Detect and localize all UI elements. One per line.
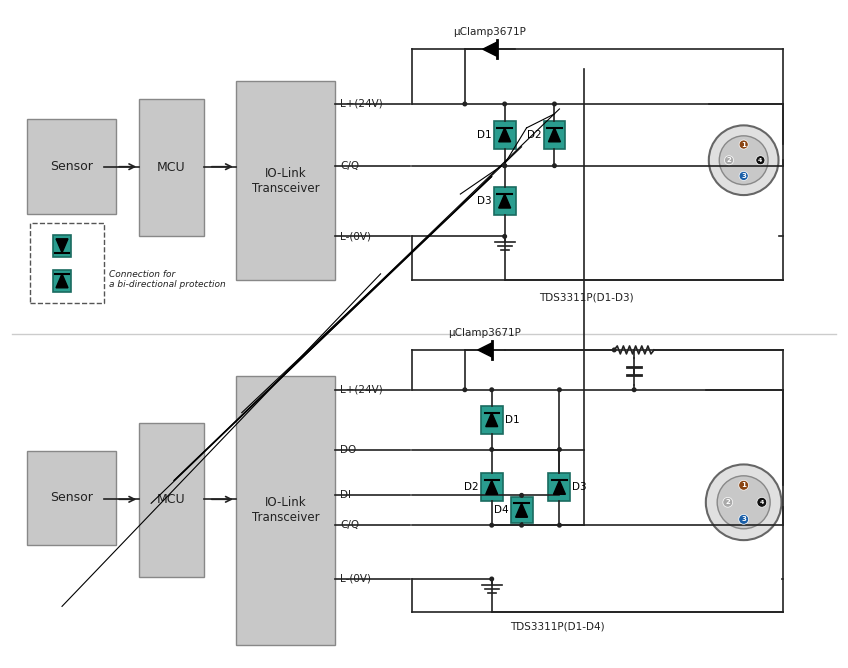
Circle shape [490, 577, 494, 580]
FancyBboxPatch shape [236, 81, 335, 280]
Circle shape [520, 524, 523, 527]
FancyBboxPatch shape [494, 187, 516, 215]
FancyBboxPatch shape [481, 474, 503, 501]
Text: 1: 1 [741, 482, 746, 488]
Circle shape [558, 388, 561, 391]
FancyBboxPatch shape [139, 99, 204, 236]
Text: L-(0V): L-(0V) [340, 231, 371, 241]
Circle shape [490, 448, 494, 452]
Circle shape [724, 156, 734, 165]
FancyBboxPatch shape [544, 121, 566, 149]
Circle shape [719, 136, 768, 184]
Text: D1: D1 [505, 415, 519, 425]
Polygon shape [499, 194, 510, 208]
Circle shape [633, 388, 636, 391]
Text: D3: D3 [572, 482, 587, 492]
Text: D2: D2 [464, 482, 479, 492]
Text: μClamp3671P: μClamp3671P [449, 328, 522, 338]
Circle shape [463, 102, 466, 106]
FancyBboxPatch shape [549, 474, 571, 501]
Text: D3: D3 [477, 196, 492, 206]
Circle shape [553, 164, 556, 168]
Text: D1: D1 [477, 130, 492, 140]
Text: C/Q: C/Q [340, 161, 360, 171]
Circle shape [558, 448, 561, 452]
FancyBboxPatch shape [26, 450, 116, 545]
Text: 4: 4 [758, 158, 762, 163]
Circle shape [503, 164, 506, 168]
FancyBboxPatch shape [510, 497, 533, 523]
FancyBboxPatch shape [26, 119, 116, 214]
Text: L-(0V): L-(0V) [340, 574, 371, 584]
Circle shape [739, 514, 749, 524]
Circle shape [503, 102, 506, 106]
Circle shape [503, 164, 506, 168]
Text: μClamp3671P: μClamp3671P [454, 27, 526, 37]
Text: DO: DO [340, 444, 357, 454]
Circle shape [739, 172, 748, 180]
Polygon shape [486, 413, 498, 427]
Text: D2: D2 [527, 130, 542, 140]
FancyBboxPatch shape [53, 270, 71, 292]
Polygon shape [554, 480, 566, 494]
Polygon shape [483, 42, 497, 56]
FancyBboxPatch shape [53, 235, 71, 257]
FancyBboxPatch shape [494, 121, 516, 149]
Text: Sensor: Sensor [50, 160, 93, 173]
Text: Connection for
a bi-directional protection: Connection for a bi-directional protecti… [109, 269, 226, 289]
Polygon shape [56, 238, 68, 253]
Text: MCU: MCU [157, 493, 186, 506]
Circle shape [756, 156, 765, 165]
Text: 3: 3 [741, 173, 746, 179]
Text: 4: 4 [760, 500, 764, 505]
Text: L+(24V): L+(24V) [340, 385, 383, 395]
Circle shape [739, 480, 749, 490]
Circle shape [553, 102, 556, 106]
Text: 2: 2 [727, 157, 732, 163]
Text: TDS3311P(D1-D4): TDS3311P(D1-D4) [510, 622, 605, 632]
Text: D4: D4 [494, 505, 509, 515]
Polygon shape [486, 480, 498, 494]
Circle shape [709, 126, 778, 195]
Circle shape [739, 140, 748, 149]
Polygon shape [56, 274, 68, 288]
Polygon shape [549, 128, 561, 142]
Circle shape [757, 498, 767, 507]
Text: Sensor: Sensor [50, 492, 93, 504]
Text: L+(24V): L+(24V) [340, 99, 383, 109]
Circle shape [558, 524, 561, 527]
Circle shape [520, 494, 523, 497]
Circle shape [490, 388, 494, 391]
Text: TDS3311P(D1-D3): TDS3311P(D1-D3) [539, 292, 634, 302]
Text: 1: 1 [741, 142, 746, 148]
FancyBboxPatch shape [481, 405, 503, 434]
Polygon shape [477, 343, 492, 357]
Text: DI: DI [340, 490, 351, 500]
Circle shape [706, 464, 782, 540]
Circle shape [463, 388, 466, 391]
Circle shape [722, 498, 733, 507]
Text: IO-Link
Transceiver: IO-Link Transceiver [252, 496, 320, 524]
Text: C/Q: C/Q [340, 520, 360, 530]
FancyBboxPatch shape [139, 423, 204, 577]
FancyBboxPatch shape [236, 376, 335, 645]
Polygon shape [516, 503, 527, 517]
Text: MCU: MCU [157, 161, 186, 174]
Circle shape [490, 524, 494, 527]
Text: 3: 3 [741, 516, 746, 522]
Polygon shape [499, 128, 510, 142]
Circle shape [503, 234, 506, 238]
Text: 2: 2 [725, 499, 730, 505]
Text: IO-Link
Transceiver: IO-Link Transceiver [252, 166, 320, 194]
Circle shape [612, 348, 616, 352]
Circle shape [717, 476, 770, 529]
